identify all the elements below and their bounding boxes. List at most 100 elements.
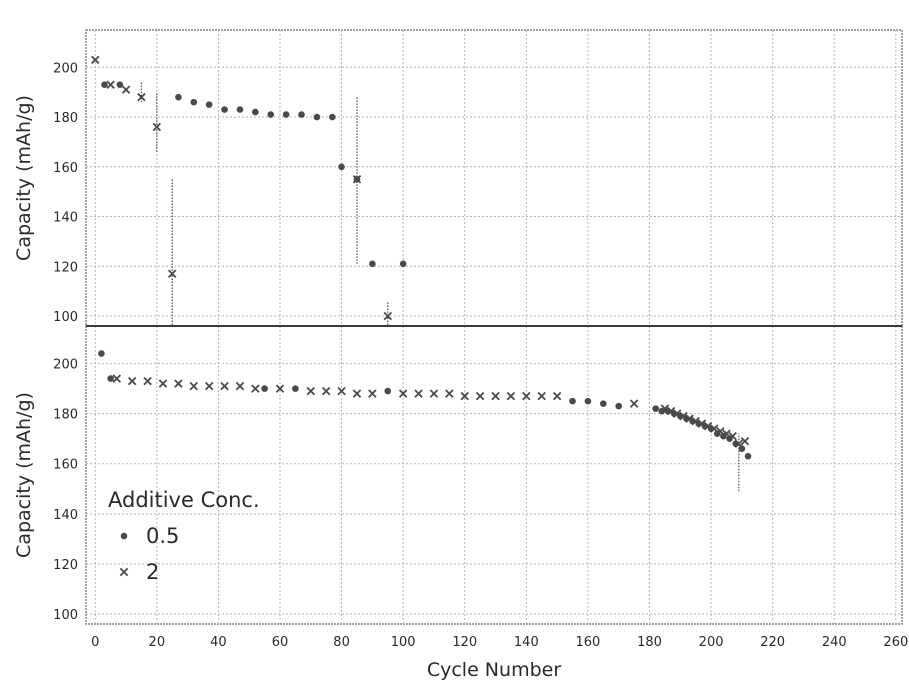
data-point-2 — [321, 386, 331, 396]
data-point-2 — [174, 379, 183, 388]
data-point-2 — [491, 391, 500, 401]
legend-marker-circle — [120, 532, 128, 540]
data-point-0.5 — [298, 111, 305, 118]
data-point-2 — [158, 379, 168, 388]
data-point-0.5 — [384, 387, 392, 395]
data-point-2 — [91, 55, 100, 65]
data-point-0.5 — [615, 402, 623, 410]
y-tick-label: 140 — [53, 211, 78, 226]
x-tick-label: 200 — [699, 635, 724, 650]
data-point-2 — [685, 414, 694, 423]
data-point-2 — [337, 386, 346, 396]
x-axis-title: Cycle Number — [427, 659, 561, 681]
data-point-0.5 — [313, 113, 321, 121]
y-axis-title-bottom: Capacity (mAh/g) — [13, 392, 35, 558]
data-point-2 — [204, 381, 214, 391]
data-point-2 — [414, 389, 423, 398]
data-point-0.5 — [399, 260, 407, 268]
data-point-2 — [352, 389, 362, 398]
data-point-0.5 — [292, 385, 299, 392]
x-tick-label: 120 — [452, 635, 477, 650]
data-point-0.5 — [98, 350, 105, 357]
data-point-2 — [429, 389, 439, 398]
data-point-0.5 — [190, 98, 198, 106]
x-tick-label: 140 — [514, 635, 539, 650]
data-point-2 — [383, 311, 393, 321]
data-point-2 — [666, 406, 676, 416]
legend: Additive Conc. 0.5 2 — [108, 488, 260, 584]
data-point-0.5 — [600, 400, 607, 407]
legend-title: Additive Conc. — [108, 488, 260, 512]
data-point-2 — [691, 416, 700, 426]
x-tick-label: 40 — [210, 635, 227, 650]
legend-marker-cross — [119, 567, 129, 577]
x-tick-label: 180 — [637, 635, 662, 650]
data-point-2 — [127, 376, 137, 386]
data-point-2 — [121, 85, 131, 94]
data-point-2 — [306, 386, 316, 396]
data-point-0.5 — [584, 397, 592, 405]
y-tick-label: 140 — [53, 508, 78, 523]
data-point-2 — [679, 411, 688, 421]
data-point-0.5 — [282, 111, 290, 118]
y-tick-label: 200 — [53, 61, 78, 76]
y-tick-label: 160 — [53, 458, 78, 473]
plot-frame — [85, 325, 903, 625]
x-tick-label: 100 — [391, 635, 416, 650]
bottom-panel: 100 120 140 160 180 200 0 20 40 60 80 100 120 140 160 1… — [53, 325, 908, 650]
data-point-2 — [740, 436, 750, 446]
x-tick-label: 160 — [576, 635, 601, 650]
top-panel: 100 120 140 160 180 200 — [53, 29, 903, 327]
data-point-0.5 — [107, 375, 114, 382]
y-tick-label: 100 — [53, 608, 78, 623]
data-point-0.5 — [236, 106, 244, 113]
data-point-2 — [697, 419, 707, 428]
data-point-0.5 — [101, 81, 108, 89]
data-point-2 — [728, 431, 737, 441]
data-point-0.5 — [329, 113, 336, 121]
data-point-0.5 — [738, 445, 746, 453]
data-point-2 — [398, 389, 408, 398]
data-point-2 — [137, 92, 146, 102]
data-point-2 — [629, 399, 639, 408]
data-point-2 — [709, 424, 719, 433]
data-point-2 — [189, 381, 199, 391]
data-point-2 — [460, 391, 469, 401]
data-point-2 — [106, 80, 115, 89]
y-tick-label: 180 — [53, 111, 78, 126]
data-point-2 — [112, 374, 122, 383]
data-point-0.5 — [267, 111, 275, 118]
x-tick-label: 20 — [149, 635, 166, 650]
data-point-2 — [143, 376, 152, 386]
data-point-2 — [368, 389, 377, 398]
data-point-0.5 — [116, 81, 124, 89]
y-tick-label: 120 — [53, 260, 78, 275]
data-point-2 — [552, 391, 562, 401]
x-tick-label: 80 — [333, 635, 350, 650]
data-point-2 — [167, 269, 177, 279]
data-point-2 — [475, 391, 485, 401]
data-point-2 — [220, 381, 229, 391]
data-point-0.5 — [205, 101, 213, 108]
data-point-2 — [152, 122, 162, 132]
x-tick-label: 60 — [272, 635, 289, 650]
data-point-2 — [352, 175, 362, 184]
x-tick-label: 220 — [760, 635, 785, 650]
data-point-0.5 — [744, 452, 752, 460]
x-tick-label: 260 — [883, 635, 908, 650]
data-point-0.5 — [221, 106, 228, 113]
data-point-2 — [506, 391, 516, 401]
data-point-2 — [660, 404, 670, 413]
data-point-0.5 — [175, 93, 182, 101]
data-point-2 — [722, 429, 731, 438]
x-tick-label: 240 — [822, 635, 847, 650]
y-axis-title-top: Capacity (mAh/g) — [13, 95, 35, 261]
y-tick-label: 180 — [53, 408, 78, 423]
data-point-2 — [251, 384, 260, 393]
y-tick-label: 120 — [53, 558, 78, 573]
data-point-2 — [537, 391, 546, 401]
y-tick-label: 200 — [53, 358, 78, 373]
data-point-0.5 — [652, 405, 659, 412]
data-point-2 — [734, 439, 744, 448]
